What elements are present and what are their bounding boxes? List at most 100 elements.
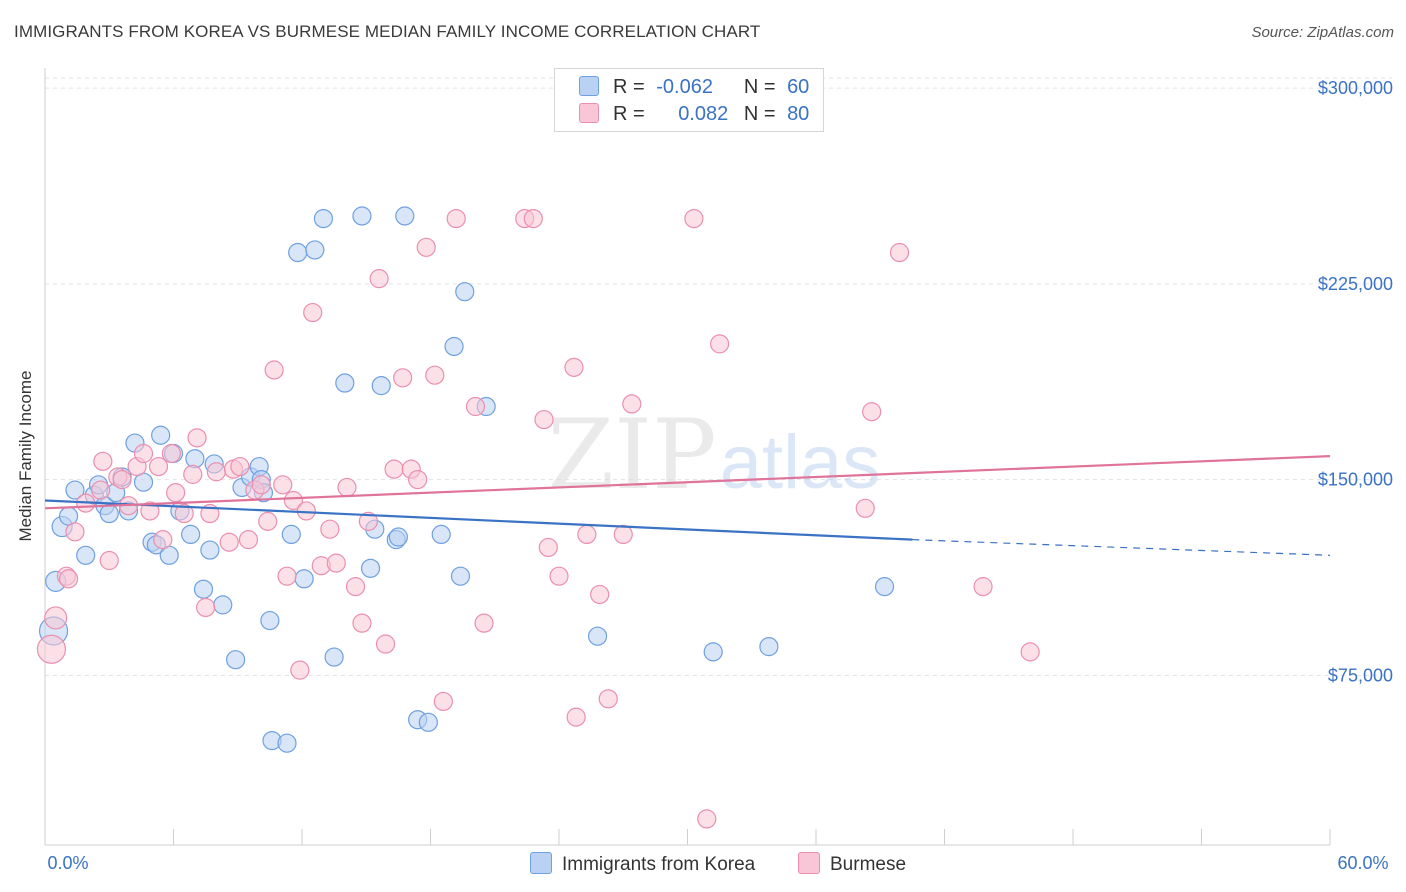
trend-line-korea-extension: [912, 539, 1331, 556]
korea-point: [371, 376, 391, 396]
burmese-point: [465, 396, 486, 417]
burmese-point: [251, 475, 271, 495]
burmese-point: [238, 530, 259, 550]
korea-point: [99, 503, 119, 524]
burmese-point: [369, 269, 389, 289]
burmese-point: [258, 511, 278, 531]
burmese-point: [622, 394, 642, 414]
korea-point: [444, 336, 464, 357]
y-tick-label: $300,000: [1318, 78, 1393, 98]
burmese-point: [425, 365, 445, 385]
legend-r-label: R =: [613, 103, 645, 125]
burmese-point: [196, 597, 216, 618]
legend-n-label: N =: [743, 103, 776, 125]
burmese-point: [566, 707, 586, 727]
bottom-legend-label-burmese: Burmese: [830, 854, 907, 875]
x-tick-label-left: 0.0%: [47, 853, 88, 873]
burmese-point: [148, 456, 169, 477]
burmese-point: [446, 209, 466, 229]
burmese-point: [564, 357, 584, 377]
legend-swatch-korea: [579, 76, 599, 96]
burmese-point: [283, 490, 304, 511]
bottom-legend-swatch-burmese: [798, 852, 820, 874]
korea-point: [260, 610, 280, 631]
y-tick-label: $75,000: [1328, 665, 1393, 685]
korea-point: [352, 206, 372, 226]
korea-point: [455, 282, 475, 302]
burmese-point: [590, 584, 610, 605]
burmese-point: [862, 402, 882, 422]
burmese-point: [598, 689, 618, 709]
burmese-point: [549, 566, 569, 586]
legend-r-label: R =: [613, 76, 645, 98]
y-tick-label: $150,000: [1318, 470, 1393, 490]
korea-point: [288, 242, 308, 263]
korea-point: [185, 449, 205, 469]
burmese-point: [538, 537, 558, 558]
korea-point: [874, 577, 895, 597]
burmese-point: [352, 613, 372, 633]
korea-point: [151, 425, 171, 445]
burmese-point: [408, 470, 428, 490]
korea-point: [277, 733, 297, 753]
burmese-point: [523, 209, 543, 229]
burmese-point: [264, 360, 284, 380]
burmese-point: [474, 613, 494, 633]
korea-point: [587, 626, 608, 646]
burmese-point: [697, 809, 717, 829]
korea-point: [226, 650, 246, 670]
x-tick-label-right: 60.0%: [1337, 853, 1388, 873]
burmese-point: [273, 475, 293, 495]
korea-point: [360, 558, 381, 578]
chart-title: IMMIGRANTS FROM KOREA VS BURMESE MEDIAN …: [14, 22, 761, 41]
burmese-point: [93, 451, 113, 471]
legend-n-label: N =: [743, 76, 776, 98]
burmese-point: [613, 524, 633, 545]
burmese-point: [219, 532, 239, 552]
burmese-point: [345, 577, 366, 597]
burmese-point: [889, 242, 910, 263]
burmese-point: [973, 577, 993, 597]
burmese-point: [206, 462, 226, 482]
burmese-point: [133, 443, 154, 464]
burmese-point: [358, 511, 378, 531]
burmese-point: [303, 302, 323, 323]
series-burmese-points: [36, 209, 1040, 829]
trend-line-burmese: [44, 455, 1331, 510]
correlation-legend: R = -0.062 N = 60 R = 0.082 N = 80: [554, 68, 824, 132]
korea-point: [335, 373, 355, 393]
legend-n-value-korea: 60: [787, 76, 810, 98]
burmese-point: [684, 209, 704, 229]
korea-point: [193, 579, 214, 599]
legend-swatch-burmese: [579, 103, 599, 123]
watermark-atlas: atlas: [720, 420, 881, 505]
burmese-point: [174, 503, 194, 524]
legend-r-value-burmese: 0.082: [678, 103, 729, 125]
watermark: ZIP atlas: [547, 399, 880, 511]
burmese-point: [112, 470, 132, 490]
burmese-point: [534, 409, 554, 430]
legend-n-value-burmese: 80: [787, 103, 810, 125]
legend-row-korea: R = -0.062 N = 60: [579, 76, 809, 100]
trend-lines: [44, 455, 1331, 556]
burmese-point: [1020, 642, 1040, 662]
korea-point: [313, 209, 334, 229]
grid-lines: [45, 77, 1392, 676]
korea-point: [431, 524, 451, 545]
burmese-point: [710, 334, 730, 354]
burmese-point: [230, 456, 250, 477]
burmese-point: [183, 464, 203, 484]
korea-point: [324, 647, 344, 667]
korea-point: [418, 712, 438, 732]
korea-point: [395, 206, 415, 226]
burmese-point: [277, 566, 297, 586]
korea-point: [76, 545, 96, 565]
burmese-point: [320, 519, 340, 539]
burmese-point: [577, 524, 597, 545]
bottom-legend-label-korea: Immigrants from Korea: [562, 854, 756, 875]
korea-point: [759, 637, 779, 657]
burmese-point: [153, 530, 173, 550]
axes: [44, 68, 1331, 846]
bottom-legend-swatch-korea: [530, 852, 552, 874]
